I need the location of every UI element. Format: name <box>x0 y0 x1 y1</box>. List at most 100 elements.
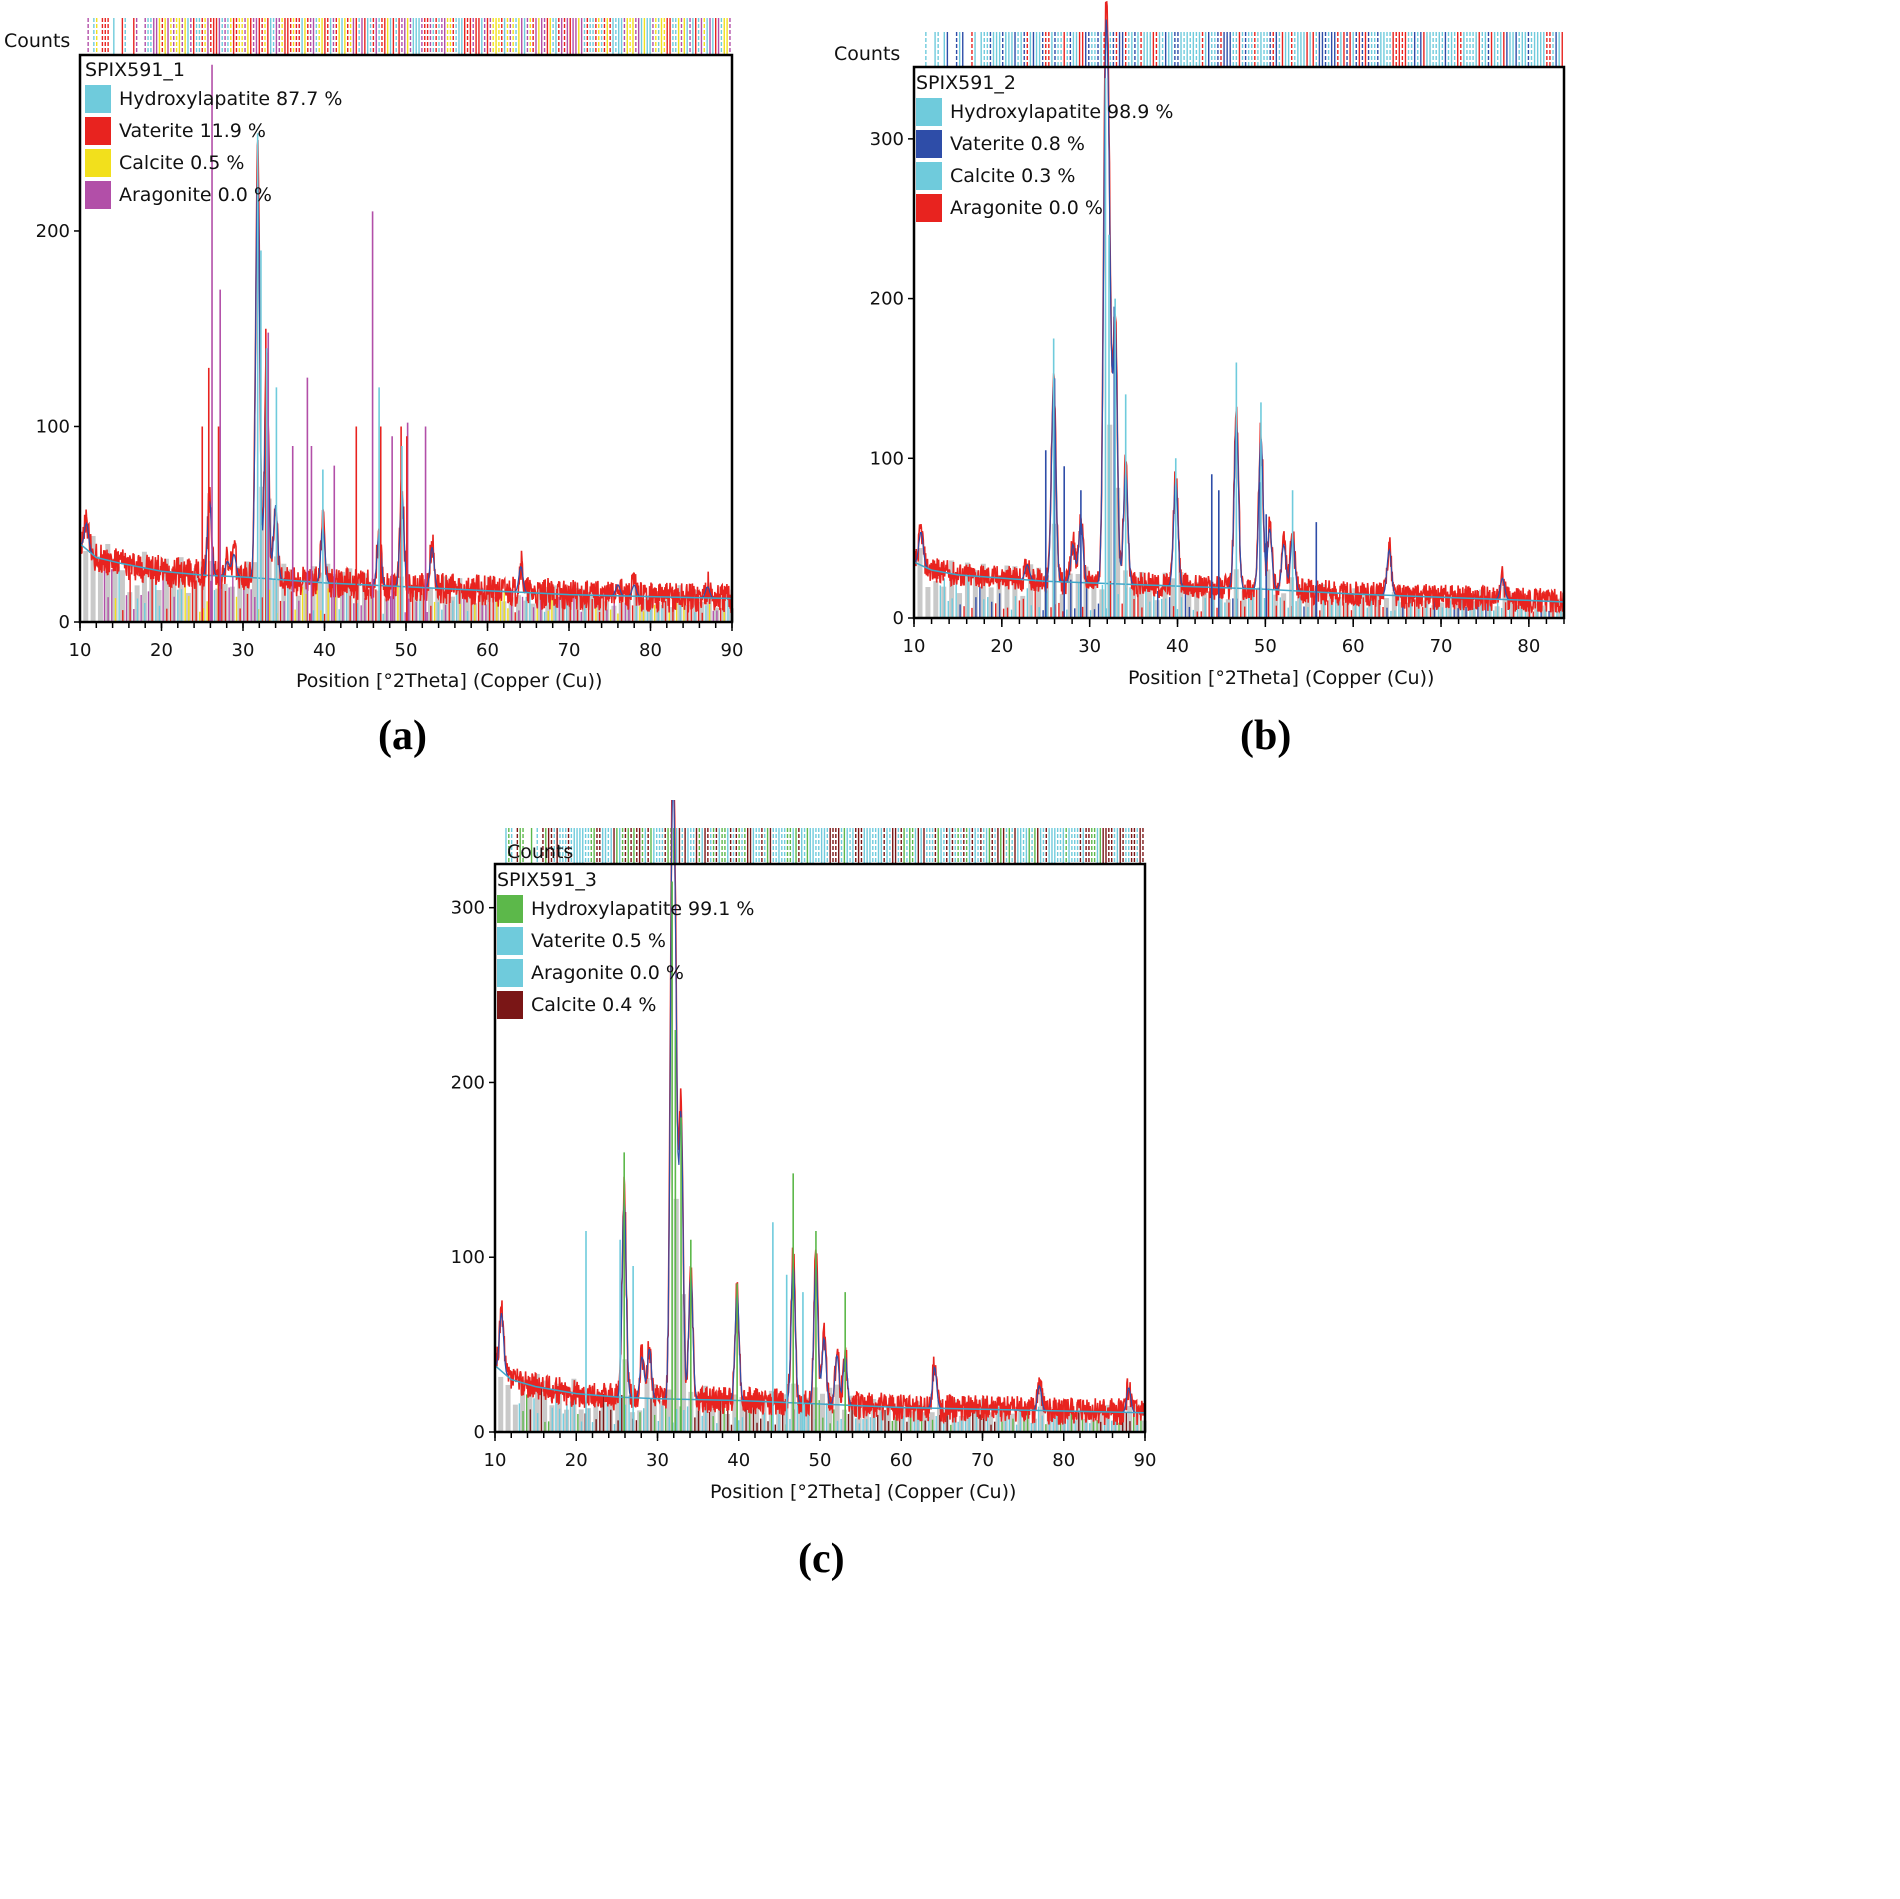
x-tick-label: 30 <box>1078 636 1101 657</box>
reference-bar <box>442 576 448 622</box>
x-tick-label: 50 <box>809 1450 832 1471</box>
legend-item: Vaterite 0.5 % <box>497 925 754 957</box>
phase-tick-strip <box>925 32 1563 67</box>
reference-bar <box>361 573 367 622</box>
background-curve <box>913 561 1565 603</box>
legend-swatch <box>85 181 111 209</box>
reference-bar <box>692 590 698 622</box>
reference-bar <box>542 1380 548 1432</box>
x-tick-label: 20 <box>565 1450 588 1471</box>
y-tick-label: 300 <box>870 129 904 150</box>
legend-swatch <box>497 991 523 1019</box>
x-tick-label: 60 <box>1342 636 1365 657</box>
legend-swatch <box>916 162 942 190</box>
reference-bar <box>925 587 931 618</box>
reference-bar <box>498 1376 504 1432</box>
reference-bar <box>972 570 978 618</box>
reference-bar <box>97 556 103 622</box>
reference-bar <box>1217 580 1223 618</box>
reference-bar <box>651 1384 657 1432</box>
reference-bar <box>534 1373 540 1432</box>
legend-swatch <box>916 130 942 158</box>
reference-bar <box>933 581 939 618</box>
reference-bar <box>1138 571 1144 618</box>
reference-bar <box>545 587 551 622</box>
x-tick-label: 20 <box>990 636 1013 657</box>
calculated-profile <box>79 172 732 600</box>
reference-bar <box>1059 594 1065 618</box>
legend: SPIX591_2 Hydroxylapatite 98.9 % Vaterit… <box>916 70 1173 224</box>
reference-bar <box>259 486 265 622</box>
reference-bar <box>820 1393 825 1432</box>
reference-bar <box>251 562 257 622</box>
x-tick-label: 70 <box>1430 636 1453 657</box>
y-tick-label: 100 <box>451 1247 485 1268</box>
x-tick-label: 60 <box>890 1450 913 1471</box>
legend-item: Aragonite 0.0 % <box>497 957 754 989</box>
y-tick-label: 0 <box>893 608 904 629</box>
reference-bar <box>317 572 323 622</box>
reference-bar <box>1502 586 1508 618</box>
phase-stick-series <box>1044 306 1318 618</box>
background-curve <box>494 1365 1146 1414</box>
reference-bar <box>1004 565 1010 618</box>
x-tick-label: 40 <box>313 640 336 661</box>
legend-item: Hydroxylapatite 87.7 % <box>85 83 342 115</box>
reference-bar <box>83 551 89 622</box>
reference-bar <box>1178 572 1184 618</box>
legend-swatch <box>85 149 111 177</box>
reference-bar <box>640 598 646 622</box>
reference-bar <box>673 1198 679 1432</box>
x-tick-label: 30 <box>646 1450 669 1471</box>
reference-bar <box>520 1379 526 1432</box>
legend-item: Vaterite 0.8 % <box>916 128 1173 160</box>
y-tick-label: 0 <box>59 612 70 633</box>
chart-svg-c: 0 100 200 300 10 20 30 40 50 60 70 80 90 <box>451 800 1156 1471</box>
y-axis-label: Counts <box>4 30 71 52</box>
reference-bar <box>1127 1406 1133 1432</box>
reference-bar <box>1039 1392 1045 1432</box>
x-axis-label: Position [°2Theta] (Copper (Cu)) <box>710 1481 1017 1503</box>
reference-bar <box>435 581 441 622</box>
reference-bar <box>556 1383 562 1432</box>
reference-bar <box>917 548 923 618</box>
y-tick-label: 0 <box>474 1422 485 1443</box>
x-tick-label: 70 <box>971 1450 994 1471</box>
reference-bar <box>834 1384 840 1432</box>
panel-caption: (b) <box>1240 713 1292 759</box>
legend-swatch <box>497 895 523 923</box>
phase-stick-series <box>623 881 846 1432</box>
legend-title: SPIX591_2 <box>916 72 1016 94</box>
legend-item: Calcite 0.3 % <box>916 160 1173 192</box>
legend-item: Aragonite 0.0 % <box>85 179 342 211</box>
reference-bar <box>699 601 705 622</box>
x-tick-label: 30 <box>232 640 255 661</box>
reference-bar <box>863 1401 869 1432</box>
reference-bar <box>710 1394 716 1432</box>
y-tick-label: 100 <box>36 416 70 437</box>
reference-bar <box>200 561 206 622</box>
chart-panel-b: 0 100 200 300 10 20 30 40 50 60 70 80 Counts SPIX59… <box>830 0 1900 760</box>
reference-bar <box>1036 567 1042 618</box>
panel-caption: (c) <box>798 1536 845 1582</box>
y-tick-label: 300 <box>451 898 485 919</box>
reference-bar <box>112 558 118 622</box>
phase-stick-series <box>256 133 403 622</box>
reference-bar <box>1391 592 1397 618</box>
reference-bar <box>681 1294 687 1432</box>
legend-swatch <box>85 85 111 113</box>
y-tick-label: 200 <box>36 221 70 242</box>
legend-title: SPIX591_1 <box>85 59 185 81</box>
reference-bar <box>1097 1409 1103 1432</box>
reference-bar <box>141 551 147 622</box>
x-tick-label: 50 <box>1254 636 1277 657</box>
reference-bar <box>980 563 986 618</box>
x-tick-label: 70 <box>558 640 581 661</box>
legend-swatch <box>497 927 523 955</box>
plot-frame <box>912 65 1566 620</box>
chart-svg-a: 0 100 200 10 20 30 40 50 60 70 80 90 <box>36 18 743 661</box>
y-tick-label: 200 <box>451 1072 485 1093</box>
reference-bar <box>666 1389 672 1432</box>
legend-swatch <box>85 117 111 145</box>
reference-bar <box>1289 577 1295 618</box>
